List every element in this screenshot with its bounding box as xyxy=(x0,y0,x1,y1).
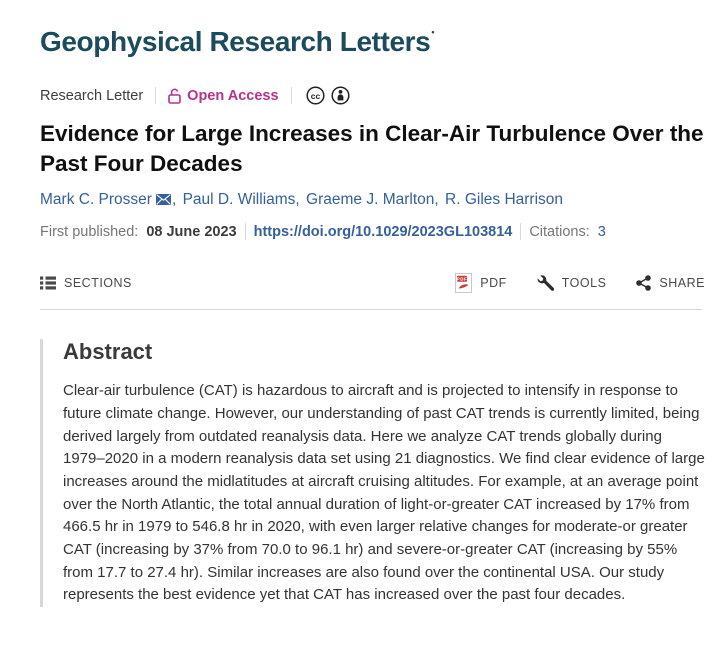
email-envelope-icon[interactable] xyxy=(155,194,171,206)
first-published-label: First published: xyxy=(40,223,139,240)
article-page: Geophysical Research Letters• Research L… xyxy=(40,26,705,607)
pdf-button[interactable]: PDF PDF xyxy=(455,273,507,294)
svg-text:cc: cc xyxy=(310,91,320,101)
pdf-file-icon: PDF xyxy=(455,273,473,294)
toolbar-actions: PDF PDF TOOLS xyxy=(455,273,705,294)
open-access-label: Open Access xyxy=(187,87,279,104)
tools-button[interactable]: TOOLS xyxy=(537,275,607,292)
open-access-badge[interactable]: Open Access xyxy=(168,87,279,104)
doi-link[interactable]: https://doi.org/10.1029/2023GL103814 xyxy=(253,223,513,240)
publication-info-row: First published: 08 June 2023 https://do… xyxy=(40,223,705,241)
toolbar-divider xyxy=(40,309,702,311)
author-link[interactable]: Mark C. Prosser xyxy=(40,191,152,209)
author-separator: , xyxy=(295,191,305,209)
author-list: Mark C. Prosser, Paul D. Williams, Graem… xyxy=(40,191,705,209)
divider xyxy=(155,87,157,104)
divider xyxy=(290,87,292,104)
author-link[interactable]: R. Giles Harrison xyxy=(445,191,564,209)
abstract-body: Clear-air turbulence (CAT) is hazardous … xyxy=(63,382,705,604)
article-type-label: Research Letter xyxy=(40,87,144,104)
author-link[interactable]: Graeme J. Marlton xyxy=(306,191,435,209)
open-lock-icon xyxy=(168,88,181,104)
author-link[interactable]: Paul D. Williams xyxy=(182,191,296,209)
article-meta-row: Research Letter Open Access cc xyxy=(40,86,705,105)
sections-label: SECTIONS xyxy=(64,276,132,291)
list-icon xyxy=(40,276,56,290)
journal-logo[interactable]: Geophysical Research Letters• xyxy=(40,26,705,58)
share-button[interactable]: SHARE xyxy=(636,275,705,292)
article-title: Evidence for Large Increases in Clear-Ai… xyxy=(40,121,704,176)
tools-label: TOOLS xyxy=(561,276,607,291)
sections-button[interactable]: SECTIONS xyxy=(40,276,132,290)
first-published-date: 08 June 2023 xyxy=(146,223,237,240)
citations-label: Citations: xyxy=(529,223,590,240)
author-separator: , xyxy=(434,191,444,209)
creative-commons-icon[interactable]: cc xyxy=(305,86,325,105)
abstract-section: Abstract Clear-air turbulence (CAT) is h… xyxy=(40,339,705,607)
svg-text:PDF: PDF xyxy=(457,277,468,282)
article-toolbar: SECTIONS PDF PDF xyxy=(40,273,705,294)
share-nodes-icon xyxy=(636,275,652,292)
license-badges: cc xyxy=(305,86,350,105)
pdf-label: PDF xyxy=(480,276,507,291)
share-label: SHARE xyxy=(659,276,705,291)
attribution-person-icon[interactable] xyxy=(330,86,350,105)
logo-trademark-mark: • xyxy=(431,27,435,37)
divider xyxy=(520,223,522,241)
author-separator: , xyxy=(171,191,181,209)
abstract-heading: Abstract xyxy=(63,339,153,365)
divider xyxy=(244,223,246,241)
journal-name: Geophysical Research Letters xyxy=(40,26,431,57)
wrench-icon xyxy=(537,275,554,292)
citations-count[interactable]: 3 xyxy=(597,223,606,240)
